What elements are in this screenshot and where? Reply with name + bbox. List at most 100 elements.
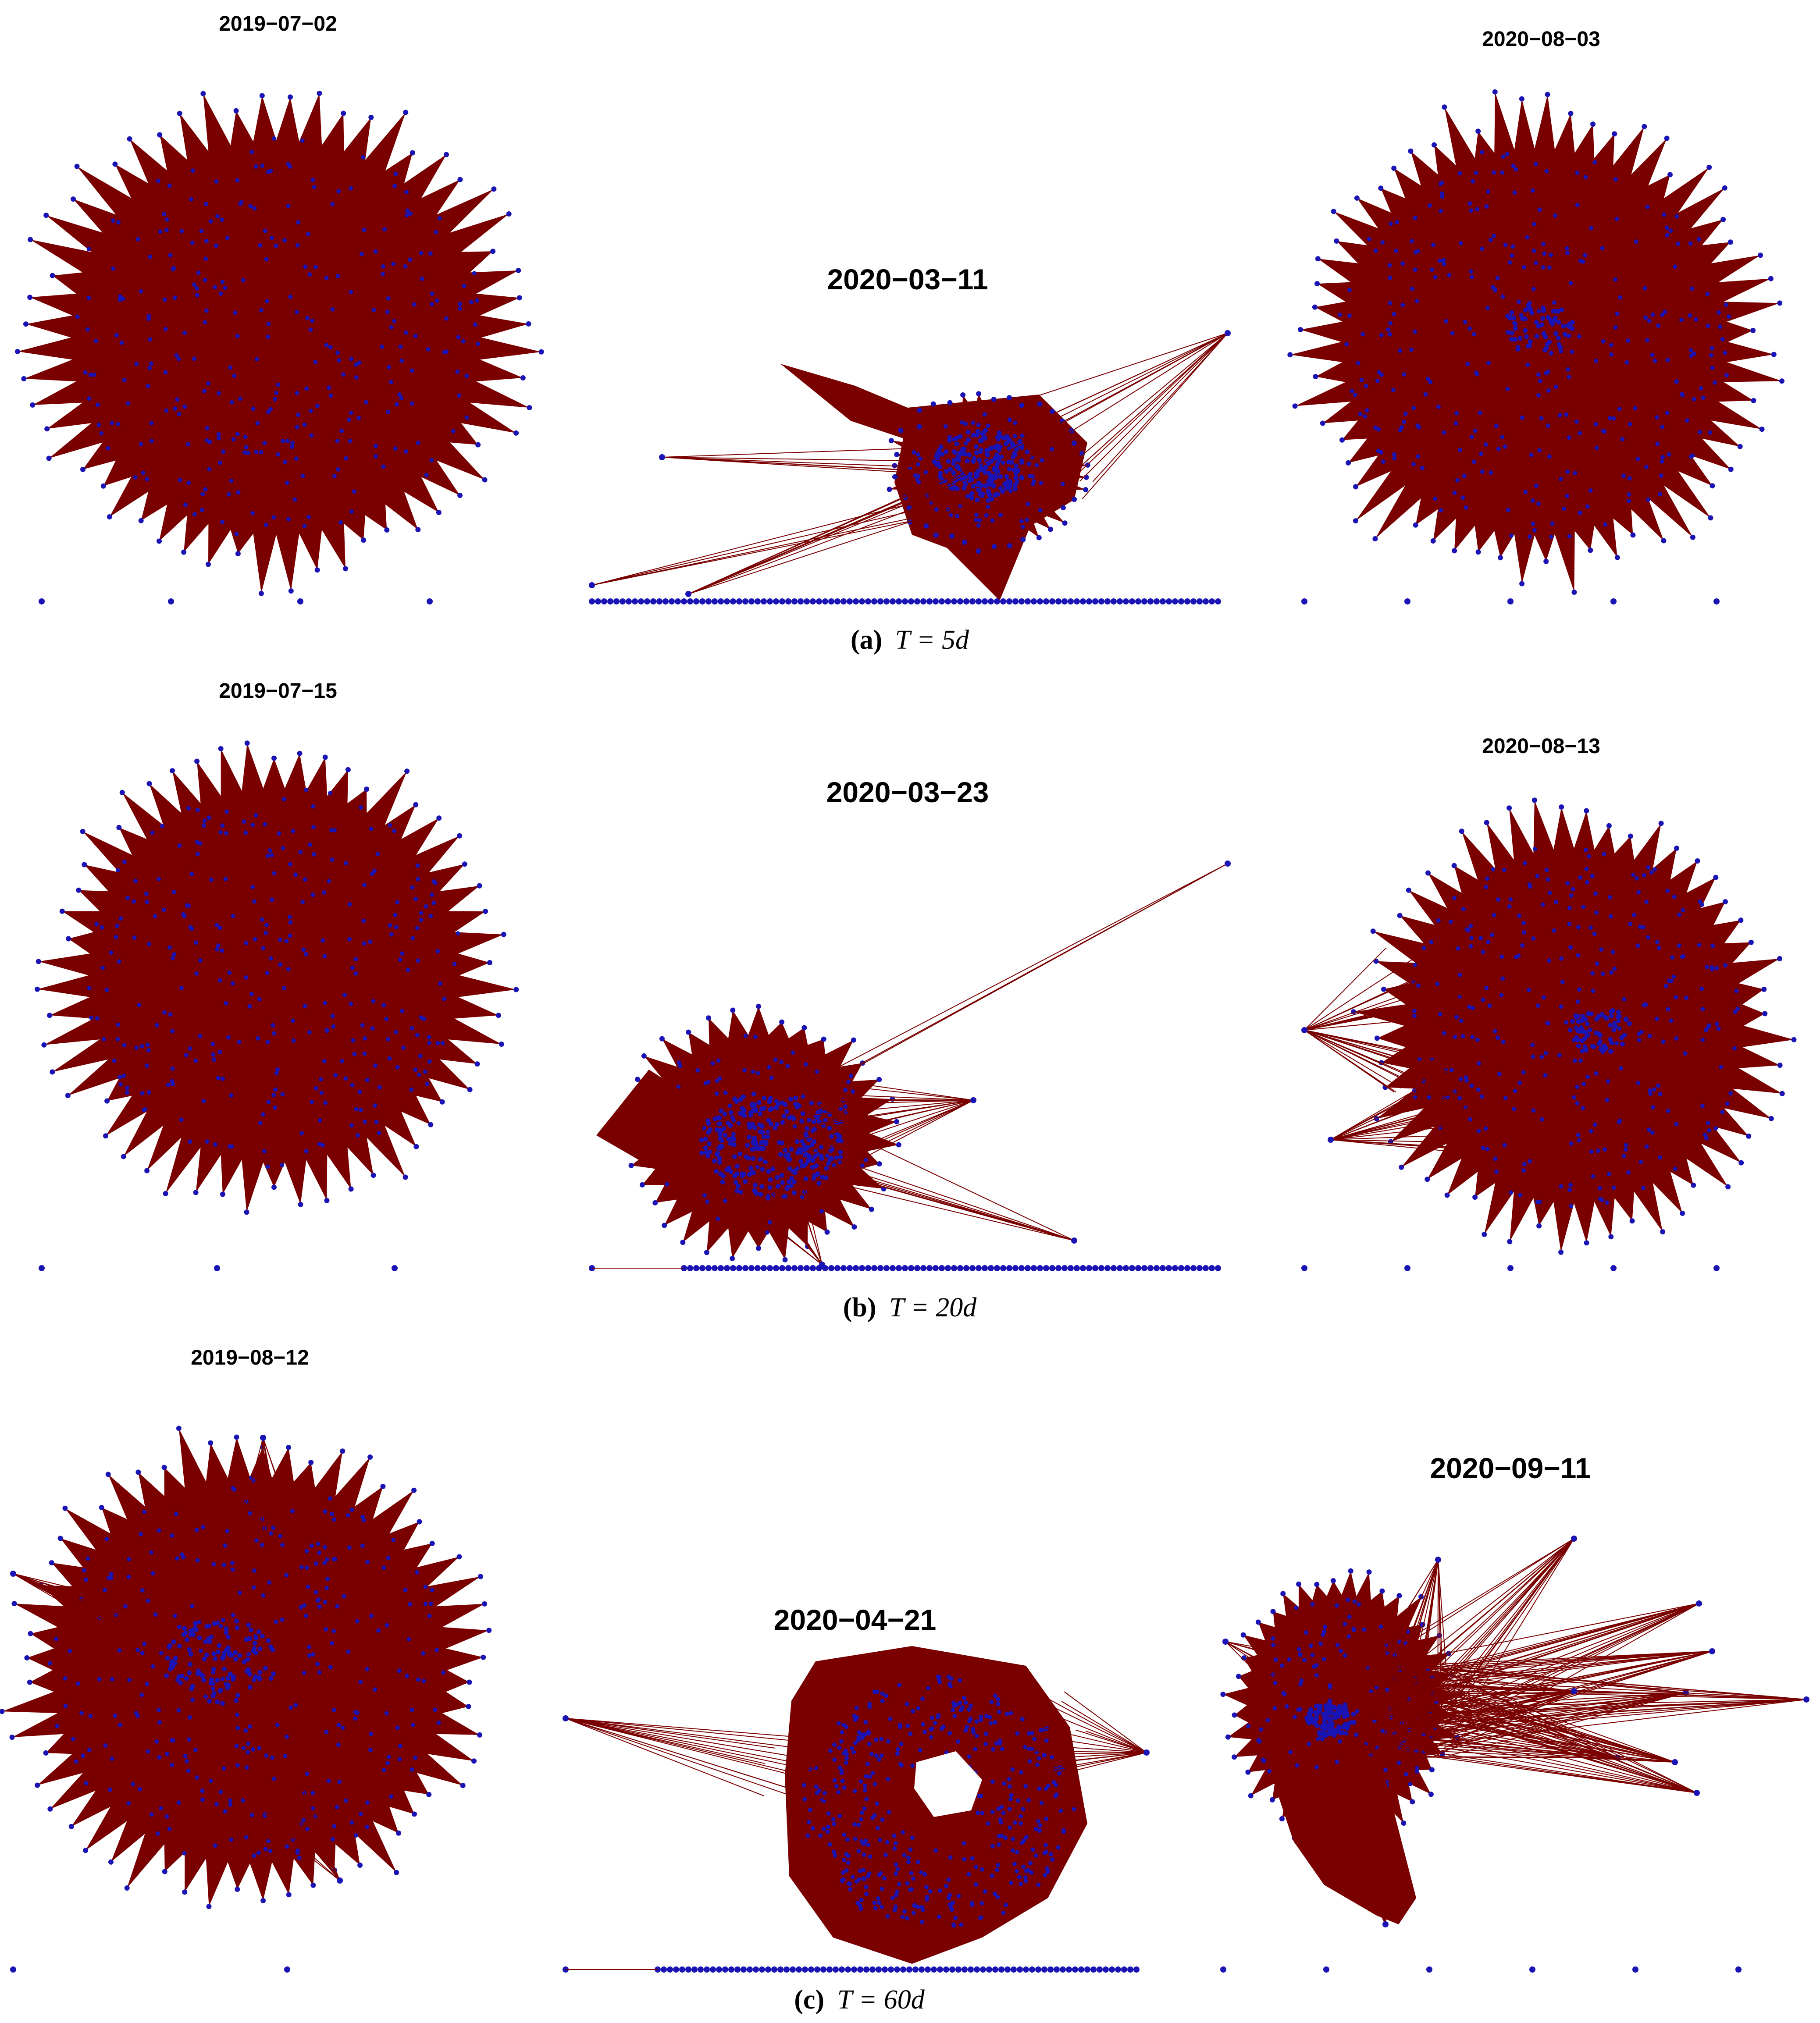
node — [388, 923, 392, 928]
node — [1036, 1882, 1041, 1887]
node — [288, 94, 293, 100]
node — [987, 492, 992, 498]
isolated-node — [871, 598, 877, 604]
node — [877, 1838, 882, 1842]
node — [206, 562, 211, 567]
node — [63, 1676, 68, 1681]
node — [726, 1165, 731, 1170]
node — [1442, 262, 1446, 267]
node — [1601, 339, 1606, 344]
node — [253, 1635, 259, 1641]
node — [851, 1037, 856, 1043]
node — [1609, 1009, 1613, 1014]
node — [1471, 1006, 1475, 1010]
node — [186, 1768, 191, 1773]
node — [163, 370, 168, 375]
node — [193, 1058, 198, 1063]
node — [1674, 1122, 1679, 1127]
node — [1037, 1828, 1042, 1833]
node — [1358, 412, 1363, 416]
node — [983, 1731, 988, 1736]
node — [370, 1026, 375, 1031]
node — [997, 1741, 1002, 1746]
node — [1314, 1673, 1319, 1678]
isolated-node — [10, 1966, 16, 1973]
node — [1484, 986, 1489, 991]
node — [1034, 463, 1039, 468]
outlier-node — [563, 1715, 569, 1721]
node — [813, 1163, 818, 1169]
node — [839, 1739, 844, 1744]
node — [170, 1079, 175, 1084]
node — [1609, 352, 1614, 357]
node — [160, 824, 164, 828]
node — [122, 378, 127, 383]
isolated-node — [1117, 598, 1123, 604]
node — [284, 939, 289, 943]
node — [381, 1003, 386, 1008]
node — [195, 1558, 200, 1563]
node — [365, 1560, 370, 1564]
node — [362, 882, 367, 887]
node — [1011, 1837, 1015, 1842]
node — [1467, 1004, 1472, 1009]
node — [460, 1783, 466, 1788]
isolated-node — [779, 598, 785, 604]
node — [937, 464, 943, 469]
node — [374, 454, 378, 459]
node — [1514, 167, 1518, 172]
node — [1652, 1087, 1656, 1092]
node — [148, 337, 153, 342]
node — [410, 1723, 415, 1728]
node — [1012, 467, 1017, 473]
node — [260, 1543, 264, 1547]
node — [1298, 1682, 1303, 1687]
node — [1560, 980, 1565, 985]
isolated-node — [957, 598, 963, 604]
node — [309, 433, 314, 438]
node — [892, 1908, 897, 1913]
isolated-node — [876, 1966, 882, 1973]
node — [1337, 312, 1342, 317]
node — [431, 879, 436, 884]
node — [268, 1849, 273, 1853]
node — [260, 1112, 265, 1117]
node — [762, 1095, 767, 1101]
node — [76, 1681, 81, 1686]
node — [1608, 1234, 1614, 1240]
node — [1476, 1061, 1481, 1066]
node — [1296, 1581, 1301, 1587]
node — [336, 189, 341, 194]
node — [974, 518, 979, 523]
isolated-node — [1104, 598, 1111, 604]
node — [286, 967, 291, 972]
node — [1627, 1021, 1632, 1026]
node — [1015, 1731, 1020, 1736]
node — [324, 1586, 329, 1590]
node — [1609, 1013, 1614, 1019]
node — [1791, 1037, 1797, 1042]
node — [240, 1798, 245, 1803]
node — [699, 1150, 704, 1155]
node — [1558, 476, 1563, 481]
node — [864, 1891, 869, 1896]
node — [1650, 1130, 1655, 1135]
node — [478, 1574, 483, 1579]
node — [1665, 233, 1670, 238]
node — [976, 457, 982, 462]
node — [710, 1061, 715, 1066]
node — [1624, 1017, 1629, 1022]
node — [768, 1177, 773, 1182]
outlier-node — [337, 1877, 343, 1884]
node — [1667, 978, 1671, 983]
node — [1653, 359, 1657, 363]
node — [127, 1678, 132, 1682]
node — [252, 1641, 257, 1646]
node — [392, 184, 397, 188]
node — [145, 1682, 150, 1686]
isolated-node — [920, 598, 926, 604]
node — [241, 278, 246, 283]
node — [68, 1824, 74, 1829]
node — [166, 1082, 171, 1087]
node — [928, 1889, 933, 1894]
